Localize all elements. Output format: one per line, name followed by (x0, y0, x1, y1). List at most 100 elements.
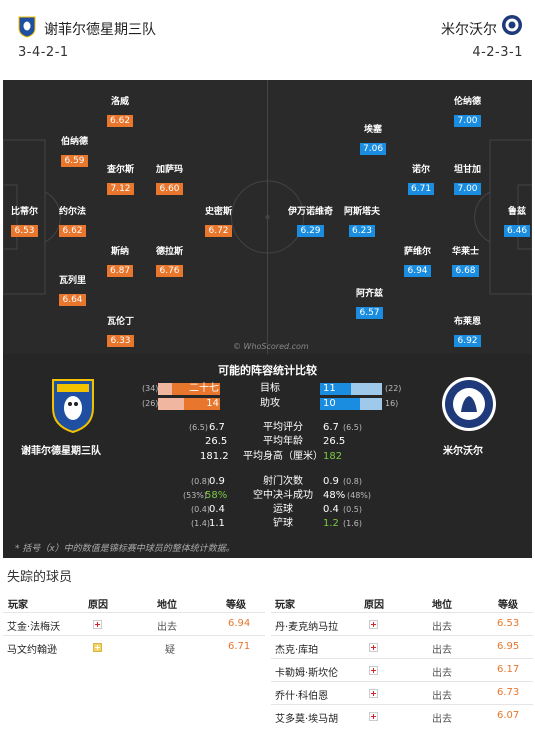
millwall-crest-icon (502, 15, 522, 35)
player-name: 史密斯 (205, 207, 233, 217)
col-header-status: 地位 (157, 600, 177, 611)
col-header-rating: 等级 (226, 600, 246, 611)
col-header-reason: 原因 (364, 600, 384, 611)
status-text: 出去 (157, 622, 177, 633)
rating-value: 6.53 (497, 618, 520, 629)
status-text: 出去 (432, 691, 452, 702)
home-formation: 3-4-2-1 (18, 45, 69, 60)
rating-value: 6.95 (497, 641, 520, 652)
table-row[interactable]: 丹·麦克纳马拉 出去 6.53 (271, 612, 533, 635)
away-goals-value: 11 (323, 383, 336, 394)
away-player[interactable]: 阿斯塔夫 6.23 (344, 206, 380, 237)
player-rating: 6.68 (452, 265, 479, 277)
home-player[interactable]: 瓦伦丁 6.33 (107, 316, 134, 347)
table-row[interactable]: 艾金·法梅沃 出去 6.94 (3, 612, 265, 635)
home-stat-total: (0.8) (191, 477, 210, 486)
player-rating: 6.23 (348, 225, 376, 237)
home-player[interactable]: 史密斯 6.72 (205, 206, 232, 237)
stat-label: 空中决斗成功 (253, 490, 313, 501)
status-text: 出去 (432, 668, 452, 679)
away-player[interactable]: 伦纳德 7.00 (454, 96, 481, 127)
away-assists-total: 16) (385, 399, 399, 408)
table-row[interactable]: 艾多莫·埃马胡 出去 6.07 (271, 704, 533, 727)
millwall-crest-icon (442, 377, 496, 431)
home-player[interactable]: 比蒂尔 6.53 (11, 206, 38, 237)
lineup-stats-comparison: 可能的阵容统计比较 谢菲尔德星期三队 米尔沃尔 (34) 二十七 目标 11 (… (3, 354, 532, 558)
player-rating: 7.00 (454, 183, 481, 195)
home-stat-value: 26.5 (205, 436, 228, 447)
player-name: 伊万诺维奇 (288, 207, 334, 217)
away-player[interactable]: 阿齐兹 6.57 (356, 288, 383, 319)
player-rating: 6.29 (297, 225, 324, 237)
home-player[interactable]: 洛威 6.62 (107, 96, 134, 127)
away-player[interactable]: 坦甘加 7.00 (454, 164, 481, 195)
player-name[interactable]: 艾多莫·埃马胡 (275, 714, 339, 725)
player-name: 斯纳 (111, 247, 130, 257)
stat-label: 平均评分 (263, 422, 303, 433)
home-player[interactable]: 查尔斯 7.12 (107, 164, 134, 195)
away-goals-bar (320, 383, 382, 395)
home-player[interactable]: 约尔法 6.62 (59, 206, 86, 237)
home-player[interactable]: 德拉斯 6.76 (156, 246, 183, 277)
home-assists-bar (158, 398, 220, 410)
home-goals-fill (172, 383, 220, 395)
away-stat-value: 1.2 (323, 518, 339, 529)
home-player[interactable]: 加萨玛 6.60 (156, 164, 183, 195)
player-name[interactable]: 马文约翰逊 (7, 645, 57, 656)
away-player[interactable]: 萨维尔 6.94 (404, 246, 431, 277)
table-row[interactable]: 杰克·库珀 出去 6.95 (271, 635, 533, 658)
player-name[interactable]: 杰克·库珀 (275, 645, 319, 656)
home-stat-value: 58% (205, 490, 228, 501)
away-player[interactable]: 诺尔 6.71 (408, 164, 435, 195)
player-name: 比蒂尔 (11, 207, 39, 217)
rating-value: 6.73 (497, 687, 520, 698)
player-name: 阿斯塔夫 (344, 207, 381, 217)
away-player[interactable]: 鲁兹 6.46 (504, 206, 531, 237)
away-player[interactable]: 布莱恩 6.92 (454, 316, 481, 347)
status-text: 出去 (432, 645, 452, 656)
table-row[interactable]: 卡勒姆·斯坎伦 出去 6.17 (271, 658, 533, 681)
home-player[interactable]: 瓦列里 6.64 (59, 275, 86, 306)
home-stat-total: (1.4) (191, 519, 210, 528)
player-name: 瓦伦丁 (107, 317, 135, 327)
sheffield-wednesday-crest-icon (18, 16, 36, 38)
away-assists-value: 10 (323, 398, 336, 409)
status-text: 出去 (432, 714, 452, 725)
doubtful-icon (93, 643, 102, 652)
stats-title: 可能的阵容统计比较 (218, 364, 317, 377)
stat-label: 运球 (273, 504, 293, 515)
player-name[interactable]: 丹·麦克纳马拉 (275, 622, 339, 633)
player-name[interactable]: 卡勒姆·斯坎伦 (275, 668, 339, 679)
watermark: © WhoScored.com (233, 342, 309, 351)
player-name: 伯纳德 (61, 137, 89, 147)
player-rating: 6.72 (205, 225, 232, 237)
away-goals-fill (320, 383, 351, 395)
table-row[interactable]: 乔什·科伯恩 出去 6.73 (271, 681, 533, 704)
stat-label: 平均身高（厘米） (243, 451, 323, 462)
home-player[interactable]: 斯纳 6.87 (107, 246, 134, 277)
player-rating: 6.71 (408, 183, 435, 195)
home-team-name[interactable]: 谢菲尔德星期三队 (44, 22, 156, 38)
away-stat-value: 0.9 (323, 476, 339, 487)
player-name[interactable]: 艾金·法梅沃 (7, 622, 61, 633)
away-stat-value: 0.4 (323, 504, 339, 515)
rating-value: 6.71 (228, 641, 251, 652)
rating-value: 6.17 (497, 664, 520, 675)
away-player[interactable]: 埃塞 7.06 (360, 124, 387, 155)
away-player[interactable]: 伊万诺维奇 6.29 (288, 206, 333, 237)
home-assists-total: (26) (142, 399, 159, 408)
injury-icon (369, 666, 378, 675)
away-formation: 4-2-3-1 (472, 45, 523, 60)
away-stat-total: (0.5) (343, 505, 362, 514)
away-team-name[interactable]: 米尔沃尔 (441, 22, 497, 38)
home-stat-value: 181.2 (200, 451, 229, 462)
assists-label: 助攻 (260, 398, 280, 409)
away-player[interactable]: 华莱士 6.68 (452, 246, 479, 277)
player-name: 查尔斯 (107, 165, 135, 175)
missing-players-title: 失踪的球员 (7, 570, 73, 585)
player-rating: 6.33 (107, 335, 134, 347)
table-row[interactable]: 马文约翰逊 疑 6.71 (3, 635, 265, 658)
stats-footnote: * 括号（x）中的数值是锦标赛中球员的整体统计数据。 (15, 544, 235, 554)
home-player[interactable]: 伯纳德 6.59 (61, 136, 88, 167)
player-name[interactable]: 乔什·科伯恩 (275, 691, 329, 702)
